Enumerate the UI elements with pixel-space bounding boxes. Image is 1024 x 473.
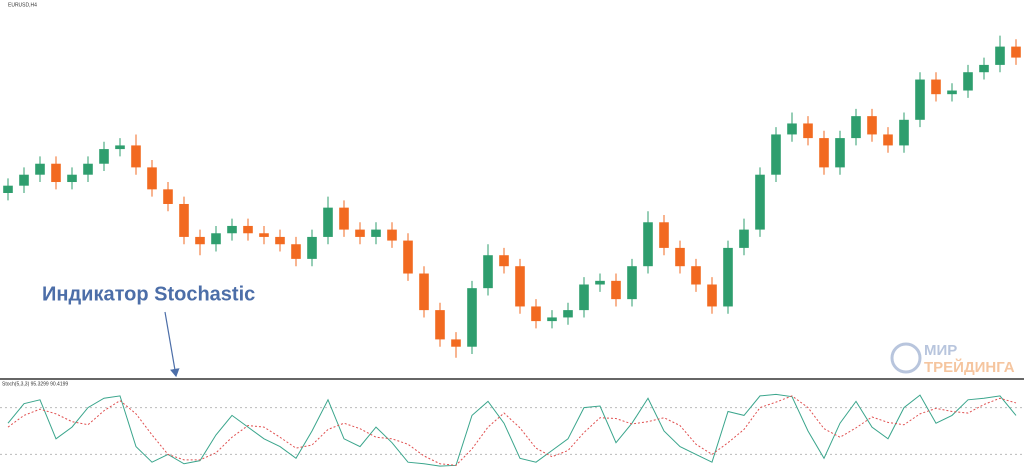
candle-body [723, 247, 733, 307]
candle-body [675, 247, 685, 267]
candle-body [851, 116, 861, 139]
candle-body [515, 266, 525, 307]
stochastic-line [7, 395, 1017, 466]
candle-body [419, 273, 429, 311]
candle-body [755, 174, 765, 230]
candle-body [579, 284, 589, 311]
candle-body [243, 225, 253, 234]
annotation: Индикатор Stochastic [42, 283, 255, 305]
logo-line1: МИР [924, 342, 957, 359]
candle-body [739, 229, 749, 248]
candle-body [595, 280, 605, 285]
candle-body [787, 123, 797, 135]
candle-body [915, 79, 925, 120]
candle-body [83, 163, 93, 175]
annotation-arrow [164, 311, 180, 378]
candle-body [499, 255, 509, 267]
logo-line2: ТРЕЙДИНГА [924, 358, 1015, 376]
candle-body [259, 233, 269, 237]
candle-body [835, 138, 845, 168]
candle-body [451, 339, 461, 347]
candle-body [547, 317, 557, 322]
candle-body [643, 222, 653, 267]
symbol-label: EURUSD,H4 [8, 2, 37, 8]
candle-body [995, 46, 1005, 65]
candle-body [707, 284, 717, 307]
candle-body [67, 174, 77, 183]
candle-body [627, 266, 637, 300]
stochastic-line [7, 393, 1017, 467]
candle-body [99, 149, 109, 164]
candle-body [435, 310, 445, 340]
candle-body [275, 236, 285, 245]
candle-body [659, 222, 669, 248]
candle-body [963, 72, 973, 91]
candle-body [1011, 46, 1021, 58]
candle-body [483, 255, 493, 289]
candle-body [979, 64, 989, 73]
candle-body [323, 207, 333, 237]
candle-body [403, 240, 413, 274]
candle-body [819, 138, 829, 168]
candle-body [531, 306, 541, 322]
candle-body [947, 90, 957, 95]
candle-body [115, 145, 125, 150]
candle-body [147, 167, 157, 190]
candle-body [355, 229, 365, 237]
candle-body [803, 123, 813, 139]
candle-body [163, 189, 173, 204]
candle-body [563, 310, 573, 318]
candle-body [611, 280, 621, 300]
candle-body [291, 244, 301, 259]
candle-body [883, 134, 893, 146]
candle-body [3, 185, 13, 193]
candle-body [931, 79, 941, 95]
candle-body [307, 236, 317, 259]
candle-body [51, 163, 61, 183]
logo-icon [890, 342, 922, 374]
candle-body [467, 288, 477, 347]
candle-body [371, 229, 381, 237]
candle-body [899, 119, 909, 146]
candle-body [227, 225, 237, 234]
candle-body [35, 163, 45, 175]
candle-body [131, 145, 141, 168]
candle-body [339, 207, 349, 230]
candle-body [691, 266, 701, 285]
candle-body [867, 116, 877, 135]
candle-body [179, 203, 189, 237]
candle-body [771, 134, 781, 175]
candle-body [19, 174, 29, 186]
logo: МИР ТРЕЙДИНГА [890, 342, 1015, 376]
indicator-label: Stoch(5,3,3) 95.3299 90.4199 [2, 381, 68, 387]
candle-body [387, 229, 397, 241]
candle-body [211, 233, 221, 245]
candle-body [195, 236, 205, 245]
